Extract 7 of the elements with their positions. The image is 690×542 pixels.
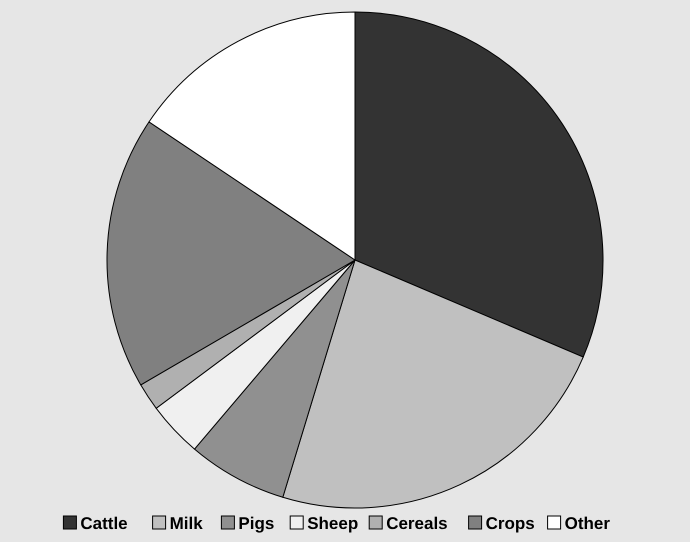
legend-label: Other: [564, 514, 610, 533]
legend-label: Pigs: [238, 514, 274, 533]
legend-label: Crops: [486, 514, 535, 533]
legend-label: Cereals: [386, 514, 448, 533]
legend-label: Milk: [170, 514, 204, 533]
legend-label: Sheep: [307, 514, 358, 533]
legend-label: Cattle: [80, 514, 128, 533]
